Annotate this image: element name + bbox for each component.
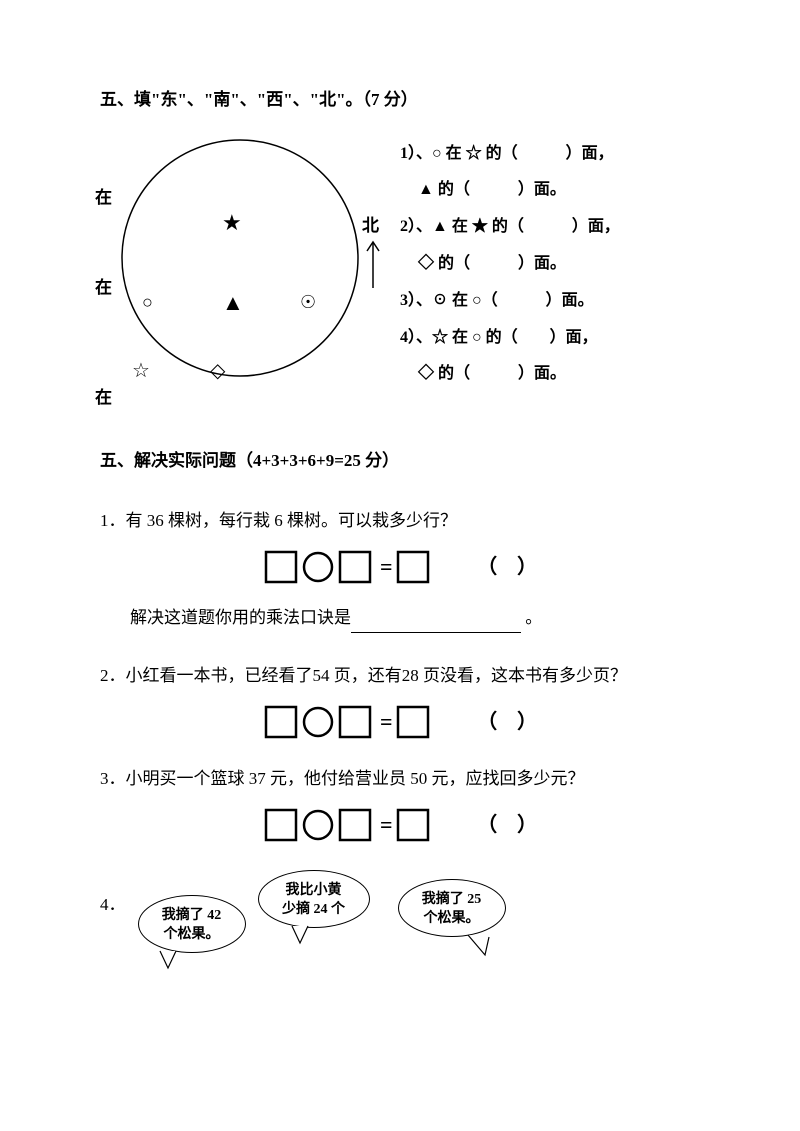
equation-3: = （ ） (100, 805, 700, 845)
q5-q2-line1: 2）、▲ 在 ★ 的（ ）面， (400, 209, 700, 246)
koujue-blank[interactable] (351, 632, 521, 633)
problem-3-text: 3．小明买一个篮球 37 元，他付给营业员 50 元，应找回多少元？ (100, 764, 700, 795)
koujue-text: 解决这道题你用的乘法口诀是 (130, 608, 351, 627)
problem-1: 1．有 36 棵树，每行栽 6 棵树。可以栽多少行？ = （ ） 解决这道题你用… (100, 506, 700, 633)
bubble-2-line2: 少摘 24 个 (273, 900, 355, 920)
diagram-column: 在 在 在 ★ ▲ ○ ☉ ☆ ◇ 北 (100, 128, 380, 418)
q5-q4-line2: ◇ 的（ ）面。 (400, 356, 700, 393)
p1-num: 1． (100, 511, 126, 530)
north-arrow-icon (363, 238, 383, 293)
section5-title: 五、填"东"、"南"、"西"、"北"。（7 分） (100, 85, 700, 116)
circle-open-icon: ○ (142, 286, 153, 318)
bubble-2-line1: 我比小黄 (273, 881, 355, 901)
p1-body: 有 36 棵树，每行栽 6 棵树。可以栽多少行？ (126, 511, 458, 530)
problem-1-text: 1．有 36 棵树，每行栽 6 棵树。可以栽多少行？ (100, 506, 700, 537)
equation-shapes-1: = (263, 547, 473, 587)
problem-2-text: 2．小红看一本书，已经看了54 页，还有28 页没看，这本书有多少页？ (100, 661, 700, 692)
circle-dot-icon: ☉ (300, 286, 316, 318)
paren-2: （ ） (477, 711, 537, 733)
koujue-period: 。 (525, 608, 542, 627)
q5-q4-line1: 4）、☆ 在 ○ 的（ ）面， (400, 320, 700, 357)
bubble-1-line1: 我摘了 42 (153, 906, 231, 926)
bubble-3-tail-icon (463, 932, 493, 958)
paren-3: （ ） (477, 814, 537, 836)
p2-num: 2． (100, 666, 126, 685)
p3-body: 小明买一个篮球 37 元，他付给营业员 50 元，应找回多少元？ (126, 769, 585, 788)
svg-text:=: = (380, 812, 393, 837)
star-open-icon: ☆ (132, 353, 150, 389)
problem-3: 3．小明买一个篮球 37 元，他付给营业员 50 元，应找回多少元？ = （ ） (100, 764, 700, 845)
diamond-open-icon: ◇ (210, 353, 225, 389)
q5-questions: 1）、○ 在 ☆ 的（ ）面， ▲ 的（ ）面。 2）、▲ 在 ★ 的（ ）面，… (400, 128, 700, 394)
triangle-filled-icon: ▲ (222, 283, 244, 323)
bubble-2-tail-icon (289, 923, 311, 945)
q5-q1-line2: ▲ 的（ ）面。 (400, 172, 700, 209)
section6-title: 五、解决实际问题（4+3+3+6+9=25 分） (100, 446, 700, 477)
p4-num: 4． (100, 865, 126, 921)
bubble-2: 我比小黄 少摘 24 个 (258, 870, 370, 928)
problem-2: 2．小红看一本书，已经看了54 页，还有28 页没看，这本书有多少页？ = （ … (100, 661, 700, 742)
q5-q1-line1: 1）、○ 在 ☆ 的（ ）面， (400, 136, 700, 173)
equation-shapes-3: = (263, 805, 473, 845)
bubble-1-line2: 个松果。 (153, 925, 231, 945)
bubble-1: 我摘了 42 个松果。 (138, 895, 246, 953)
equation-2: = （ ） (100, 702, 700, 742)
q5-q2-line2: ◇ 的（ ）面。 (400, 246, 700, 283)
equation-1: = （ ） (100, 547, 700, 587)
q5-container: 在 在 在 ★ ▲ ○ ☉ ☆ ◇ 北 1）、○ 在 ☆ 的（ ）面， ▲ 的（… (100, 128, 700, 418)
bubble-3-line2: 个松果。 (413, 909, 491, 929)
p3-num: 3． (100, 769, 126, 788)
problem-4: 4． 我摘了 42 个松果。 我比小黄 少摘 24 个 我摘了 25 个松果。 (100, 865, 700, 975)
q5-q3-line1: 3）、☉ 在 ○（ ）面。 (400, 283, 700, 320)
svg-text:=: = (380, 709, 393, 734)
koujue-line: 解决这道题你用的乘法口诀是 。 (130, 603, 700, 634)
bubble-3-line1: 我摘了 25 (413, 890, 491, 910)
star-filled-icon: ★ (222, 203, 242, 243)
bubble-1-tail-icon (157, 948, 179, 970)
paren-1: （ ） (477, 556, 537, 578)
svg-text:=: = (380, 554, 393, 579)
north-label: 北 (362, 211, 379, 242)
bubble-3: 我摘了 25 个松果。 (398, 879, 506, 937)
equation-shapes-2: = (263, 702, 473, 742)
p2-body: 小红看一本书，已经看了54 页，还有28 页没看，这本书有多少页？ (126, 666, 628, 685)
